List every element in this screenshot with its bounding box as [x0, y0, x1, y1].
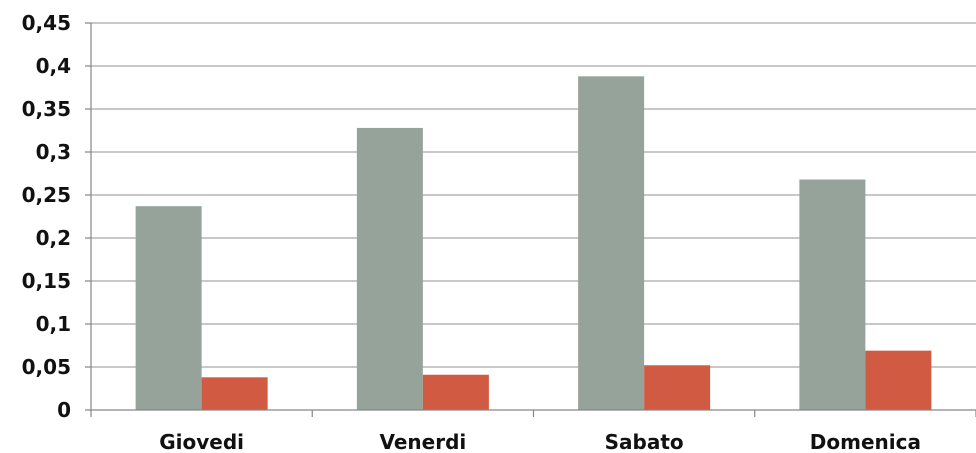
x-category-labels: Giovedi Venerdi Sabato Domenica — [159, 430, 921, 453]
y-tick-label: 0,15 — [22, 269, 71, 293]
bar-venerdi-series-1 — [356, 127, 423, 411]
y-tick-label: 0,2 — [36, 226, 71, 250]
y-tick-label: 0,25 — [22, 183, 71, 207]
bar-sabato-series-1 — [578, 76, 645, 410]
y-tick-label: 0,1 — [36, 312, 71, 336]
y-tick-label: 0 — [57, 398, 71, 422]
y-tick-label: 0,35 — [22, 97, 71, 121]
gridlines — [91, 22, 976, 368]
y-tick-label: 0,45 — [22, 11, 71, 35]
axes — [85, 22, 976, 417]
x-category-label: Domenica — [810, 430, 921, 453]
bar-domenica-series-1 — [799, 179, 866, 410]
x-category-label: Sabato — [605, 430, 684, 453]
bar-sabato-series-2 — [644, 365, 711, 410]
y-tick-labels: 0 0,05 0,1 0,15 0,2 0,25 0,3 0,35 0,4 0,45 — [22, 11, 71, 422]
x-category-label: Venerdi — [379, 430, 466, 453]
bar-giovedi-series-2 — [201, 377, 268, 410]
bar-venerdi-series-2 — [422, 374, 489, 410]
bar-domenica-series-2 — [865, 350, 932, 410]
bar-giovedi-series-1 — [135, 206, 202, 410]
y-tick-label: 0,3 — [36, 140, 71, 164]
x-category-label: Giovedi — [159, 430, 244, 453]
y-tick-label: 0,05 — [22, 355, 71, 379]
y-tick-label: 0,4 — [36, 54, 71, 78]
bars — [135, 76, 932, 411]
